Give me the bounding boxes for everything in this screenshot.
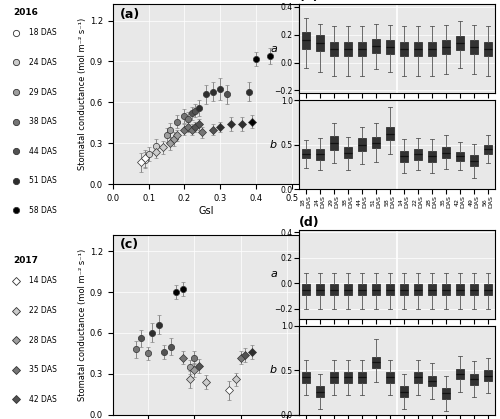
- PathPatch shape: [330, 136, 338, 150]
- PathPatch shape: [428, 42, 436, 56]
- X-axis label: GsI: GsI: [198, 206, 214, 216]
- PathPatch shape: [372, 137, 380, 148]
- PathPatch shape: [456, 369, 464, 379]
- Text: (a): (a): [120, 8, 141, 21]
- Text: 22 DAS: 22 DAS: [28, 306, 56, 315]
- PathPatch shape: [316, 285, 324, 295]
- Text: b: b: [270, 140, 277, 150]
- PathPatch shape: [428, 285, 436, 295]
- PathPatch shape: [302, 149, 310, 158]
- PathPatch shape: [484, 285, 492, 295]
- Text: 2016: 2016: [338, 255, 358, 264]
- PathPatch shape: [400, 151, 408, 162]
- PathPatch shape: [386, 372, 394, 383]
- PathPatch shape: [442, 40, 450, 54]
- Text: a: a: [270, 44, 277, 54]
- PathPatch shape: [344, 147, 352, 158]
- PathPatch shape: [330, 285, 338, 295]
- PathPatch shape: [470, 285, 478, 295]
- PathPatch shape: [442, 147, 450, 158]
- PathPatch shape: [456, 285, 464, 295]
- PathPatch shape: [456, 152, 464, 161]
- Text: 44 DAS: 44 DAS: [28, 147, 56, 156]
- PathPatch shape: [386, 127, 394, 140]
- Text: 35 DAS: 35 DAS: [28, 365, 56, 374]
- PathPatch shape: [414, 285, 422, 295]
- PathPatch shape: [372, 285, 380, 295]
- Text: a: a: [270, 269, 277, 279]
- PathPatch shape: [372, 39, 380, 53]
- PathPatch shape: [302, 372, 310, 383]
- PathPatch shape: [400, 386, 408, 397]
- PathPatch shape: [428, 151, 436, 162]
- Text: (d): (d): [299, 216, 320, 229]
- PathPatch shape: [470, 155, 478, 166]
- PathPatch shape: [372, 357, 380, 368]
- PathPatch shape: [358, 285, 366, 295]
- Text: 29 DAS: 29 DAS: [28, 88, 56, 96]
- PathPatch shape: [414, 372, 422, 383]
- Text: 38 DAS: 38 DAS: [28, 117, 56, 126]
- PathPatch shape: [358, 138, 366, 151]
- Text: 2017: 2017: [436, 255, 456, 264]
- PathPatch shape: [302, 32, 310, 49]
- PathPatch shape: [316, 35, 324, 52]
- PathPatch shape: [400, 42, 408, 56]
- PathPatch shape: [302, 285, 310, 295]
- PathPatch shape: [456, 36, 464, 50]
- PathPatch shape: [428, 376, 436, 386]
- Text: 58 DAS: 58 DAS: [28, 206, 56, 215]
- PathPatch shape: [358, 372, 366, 383]
- PathPatch shape: [344, 42, 352, 56]
- Text: b: b: [270, 365, 277, 375]
- PathPatch shape: [414, 42, 422, 56]
- Text: 24 DAS: 24 DAS: [28, 58, 56, 67]
- PathPatch shape: [442, 388, 450, 399]
- Y-axis label: Stomatal conductance (mol m⁻² s⁻¹): Stomatal conductance (mol m⁻² s⁻¹): [78, 18, 87, 171]
- PathPatch shape: [344, 372, 352, 383]
- Text: 18 DAS: 18 DAS: [28, 28, 56, 37]
- Text: (b): (b): [299, 0, 320, 3]
- PathPatch shape: [358, 42, 366, 56]
- PathPatch shape: [414, 149, 422, 160]
- PathPatch shape: [470, 40, 478, 54]
- PathPatch shape: [484, 370, 492, 381]
- Text: 51 DAS: 51 DAS: [28, 176, 56, 185]
- Text: 42 DAS: 42 DAS: [28, 395, 56, 403]
- PathPatch shape: [442, 285, 450, 295]
- Text: 2017: 2017: [14, 256, 38, 265]
- PathPatch shape: [316, 149, 324, 160]
- Text: 28 DAS: 28 DAS: [28, 336, 56, 344]
- PathPatch shape: [316, 386, 324, 397]
- PathPatch shape: [386, 40, 394, 54]
- PathPatch shape: [470, 374, 478, 385]
- Text: 2016: 2016: [14, 8, 38, 17]
- PathPatch shape: [484, 145, 492, 154]
- PathPatch shape: [330, 372, 338, 383]
- Text: (c): (c): [120, 238, 140, 251]
- PathPatch shape: [344, 285, 352, 295]
- PathPatch shape: [400, 285, 408, 295]
- PathPatch shape: [386, 285, 394, 295]
- Text: 14 DAS: 14 DAS: [28, 277, 56, 285]
- Y-axis label: Stomatal conductance (mol m⁻² s⁻¹): Stomatal conductance (mol m⁻² s⁻¹): [78, 248, 87, 401]
- PathPatch shape: [484, 42, 492, 56]
- PathPatch shape: [330, 42, 338, 56]
